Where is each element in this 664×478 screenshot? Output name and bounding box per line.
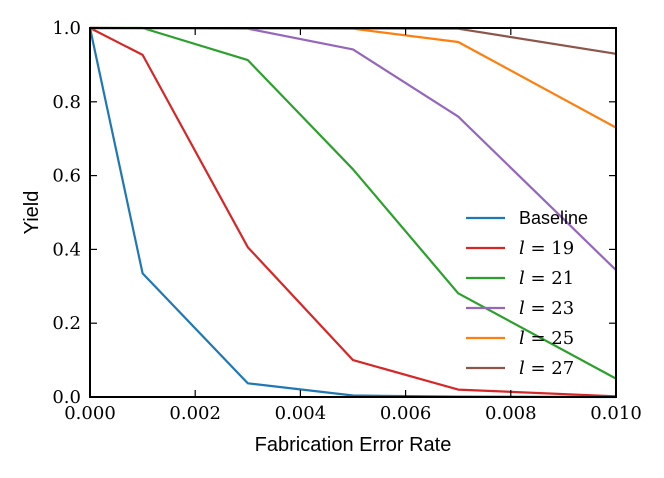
legend-label-5: l = 27 xyxy=(519,358,574,379)
y-axis-title: Yield xyxy=(21,191,43,235)
y-tick-label: 0.8 xyxy=(52,92,81,113)
x-tick-label: 0.004 xyxy=(275,403,327,424)
y-tick-label: 0.4 xyxy=(52,239,81,260)
x-tick-label: 0.008 xyxy=(485,403,537,424)
legend-label-4: l = 25 xyxy=(519,328,574,349)
legend-label-0: Baseline xyxy=(519,208,588,228)
series-line-4 xyxy=(89,26,617,129)
legend-label-1: l = 19 xyxy=(519,238,574,259)
legend-label-2: l = 21 xyxy=(519,268,574,289)
x-tick-label: 0.006 xyxy=(380,403,432,424)
series-line-1 xyxy=(89,27,617,398)
y-tick-label: 0.6 xyxy=(52,166,81,187)
series-line-3 xyxy=(89,26,617,271)
x-axis-title: Fabrication Error Rate xyxy=(255,434,452,456)
y-tick-label: 1.0 xyxy=(52,18,81,39)
series-line-2 xyxy=(90,26,617,380)
tick-layer: 0.000 0.002 0.004 0.006 0.008 0.010 0.0 0.2 0.4 0… xyxy=(52,18,641,424)
y-tick-label: 0.0 xyxy=(52,387,81,408)
legend: Baseline l = 19 l = 21 l = 23 l = 25 l = 27 xyxy=(466,208,588,379)
plot-frame xyxy=(89,27,617,398)
x-tick-label: 0.002 xyxy=(169,403,221,424)
y-tick-label: 0.2 xyxy=(52,313,81,334)
x-tick-label: 0.000 xyxy=(64,403,116,424)
x-tick-label: 0.010 xyxy=(590,403,642,424)
legend-label-3: l = 23 xyxy=(519,298,574,319)
